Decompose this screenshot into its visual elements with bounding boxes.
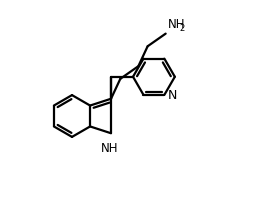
Text: NH: NH	[101, 142, 119, 155]
Text: N: N	[167, 89, 177, 102]
Text: 2: 2	[179, 24, 184, 33]
Text: NH: NH	[168, 18, 185, 31]
